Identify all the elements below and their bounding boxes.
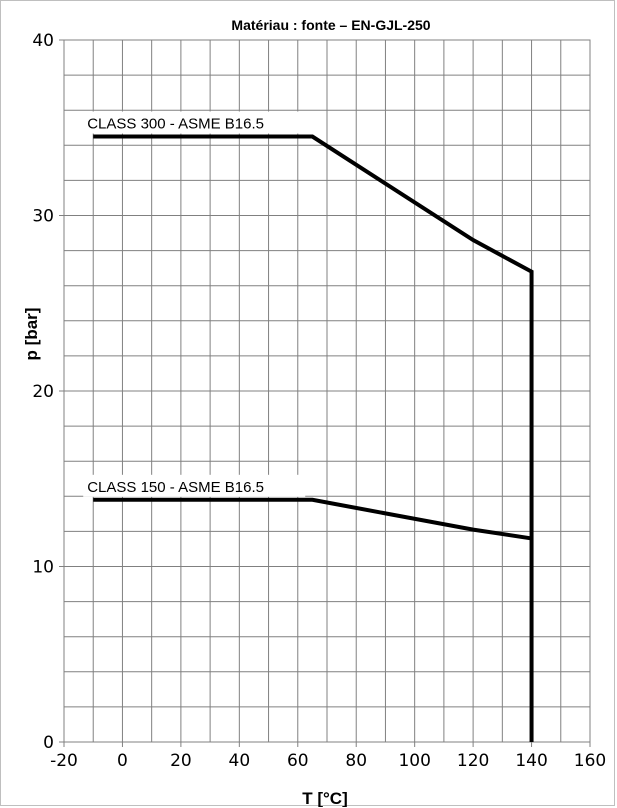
x-tick-label: 140	[515, 751, 547, 771]
series-lines	[93, 134, 534, 742]
y-tick-label: 0	[43, 733, 54, 753]
x-tick-label: 100	[398, 751, 430, 771]
series-label-2: CLASS 150 - ASME B16.5	[87, 479, 264, 496]
series-line-1	[93, 134, 534, 742]
x-axis-ticks: -20 0 20 40 60 80 100 120 140 160	[50, 742, 606, 771]
x-axis-title: T [°C]	[302, 789, 348, 807]
series-line-2	[93, 497, 532, 541]
x-tick-label: 60	[287, 751, 309, 771]
y-axis-ticks: 0 10 20 30 40	[32, 31, 64, 753]
x-tick-label: 40	[229, 751, 251, 771]
y-tick-label: 10	[32, 558, 54, 578]
y-axis-title: p [bar]	[22, 308, 41, 361]
x-tick-label: 120	[457, 751, 489, 771]
x-tick-label: 20	[170, 751, 192, 771]
chart-title: Matériau : fonte – EN-GJL-250	[231, 17, 430, 33]
x-tick-label: 160	[574, 751, 606, 771]
series-label-1: CLASS 300 - ASME B16.5	[87, 116, 264, 133]
x-tick-label: 0	[117, 751, 128, 771]
grid	[64, 40, 590, 742]
y-tick-label: 30	[32, 207, 54, 227]
x-tick-label: -20	[50, 751, 78, 771]
series-labels: CLASS 300 - ASME B16.5 CLASS 150 - ASME B…	[83, 111, 306, 497]
y-tick-label: 20	[32, 382, 54, 402]
y-tick-label: 40	[32, 31, 54, 51]
series-label-background	[83, 111, 306, 134]
x-tick-label: 80	[345, 751, 367, 771]
series-label-background	[83, 474, 306, 497]
